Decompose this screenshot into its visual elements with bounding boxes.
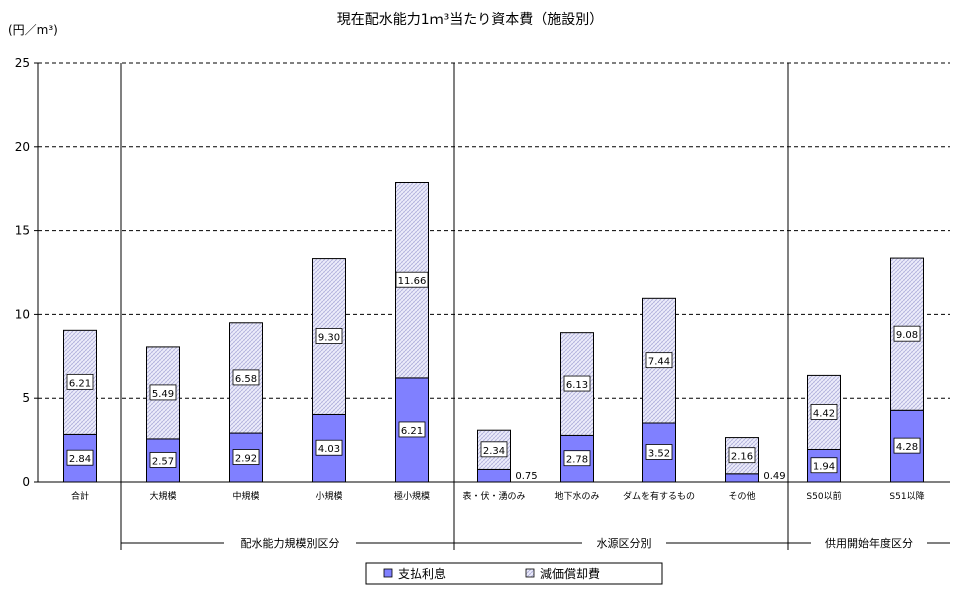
x-category-label: 合計 xyxy=(71,490,89,502)
legend-swatch-interest xyxy=(383,568,393,578)
group-label: 供用開始年度区分 xyxy=(825,536,913,550)
data-label-box xyxy=(66,449,94,466)
group-labels: 配水能力規模別区分 水源区分別 供用開始年度区分 xyxy=(121,536,950,550)
x-category-label: ダムを有するもの xyxy=(623,490,695,502)
x-category-label: 小規模 xyxy=(315,491,342,502)
data-label-depreciation: 9.08 xyxy=(896,330,918,341)
data-label-box xyxy=(645,352,673,369)
data-label-depreciation: 6.58 xyxy=(235,374,257,385)
data-label-box xyxy=(645,444,673,460)
data-label-box xyxy=(893,325,921,342)
data-label-box xyxy=(395,271,429,288)
data-label-box xyxy=(728,447,756,464)
bar-interest xyxy=(725,473,759,483)
data-label-interest: 2.78 xyxy=(566,455,588,466)
x-category-label: 中規模 xyxy=(232,490,259,502)
group-label: 水源区分別 xyxy=(597,536,652,550)
y-tick-labels: 0 5 10 15 20 25 xyxy=(15,56,38,489)
y-tick-label: 15 xyxy=(15,224,30,238)
y-tick-label: 25 xyxy=(15,56,30,70)
legend: 支払利息 減価償却費 xyxy=(365,562,663,585)
y-tick-label: 10 xyxy=(15,307,30,321)
x-category-label: その他 xyxy=(728,490,755,502)
data-label-interest: 2.92 xyxy=(235,454,257,465)
data-label-box xyxy=(810,457,838,474)
data-label-depreciation: 9.30 xyxy=(318,333,340,344)
bar-interest xyxy=(477,468,511,483)
data-label-box xyxy=(563,450,591,467)
x-category-label: S51以降 xyxy=(889,490,924,502)
data-label-box xyxy=(66,373,94,390)
x-category-label: 極小規模 xyxy=(394,490,430,502)
data-label-depreciation: 11.66 xyxy=(398,276,427,287)
y-tick-label: 20 xyxy=(15,140,30,154)
data-label-depreciation: 5.49 xyxy=(152,389,174,400)
data-label-interest: 2.84 xyxy=(69,454,91,465)
data-label-depreciation: 2.16 xyxy=(731,452,753,463)
data-label-box xyxy=(563,375,591,392)
legend-label-interest: 支払利息 xyxy=(398,566,446,581)
x-category-label: 表・伏・湧のみ xyxy=(462,490,525,502)
y-tick-label: 0 xyxy=(22,475,30,489)
data-label-interest: 6.21 xyxy=(401,426,423,437)
data-label-interest: 4.28 xyxy=(896,442,918,453)
bars: 2.84 6.21 2.57 5.49 2.92 6.58 4.03 9.30 6.21 11.6… xyxy=(63,181,924,483)
data-label-box xyxy=(149,452,177,468)
legend-swatch-depreciation xyxy=(525,568,535,578)
data-label-box xyxy=(893,437,921,454)
legend-label-depreciation: 減価償却費 xyxy=(540,566,600,581)
data-label-box xyxy=(232,449,260,465)
data-label-interest: 3.52 xyxy=(648,449,670,460)
data-label-depreciation: 4.42 xyxy=(813,408,835,419)
axes xyxy=(37,63,950,550)
data-label-box xyxy=(810,404,838,420)
x-category-label: 大規模 xyxy=(149,490,176,502)
data-label-interest: 1.94 xyxy=(813,462,835,473)
gridlines xyxy=(38,62,950,399)
data-label-box xyxy=(232,369,260,386)
data-label-depreciation: 2.34 xyxy=(483,446,505,457)
data-label-interest: 4.03 xyxy=(318,444,340,455)
data-label-box xyxy=(480,441,508,458)
data-label-box xyxy=(315,328,343,344)
data-label-interest: 0.49 xyxy=(763,471,785,482)
x-category-label: S50以前 xyxy=(806,490,841,502)
data-label-box xyxy=(149,384,177,401)
data-label-box xyxy=(315,439,343,456)
data-label-interest: 0.75 xyxy=(515,471,537,482)
group-label: 配水能力規模別区分 xyxy=(241,536,340,550)
x-category-label: 地下水のみ xyxy=(554,490,599,502)
category-labels: 合計 大規模 中規模 小規模 極小規模 表・伏・湧のみ 地下水のみ ダムを有するもの その他 S5… xyxy=(71,490,925,502)
chart-title: 現在配水能力1ｍ³当たり資本費（施設別） xyxy=(337,12,604,28)
data-label-depreciation: 6.21 xyxy=(69,378,91,389)
data-label-depreciation: 7.44 xyxy=(648,357,670,368)
data-label-depreciation: 6.13 xyxy=(566,380,588,391)
y-axis-unit: (円／m³) xyxy=(8,23,58,37)
data-label-box xyxy=(398,421,426,438)
legend-box xyxy=(365,562,663,585)
data-label-interest: 2.57 xyxy=(152,456,174,467)
y-tick-label: 5 xyxy=(22,391,30,405)
